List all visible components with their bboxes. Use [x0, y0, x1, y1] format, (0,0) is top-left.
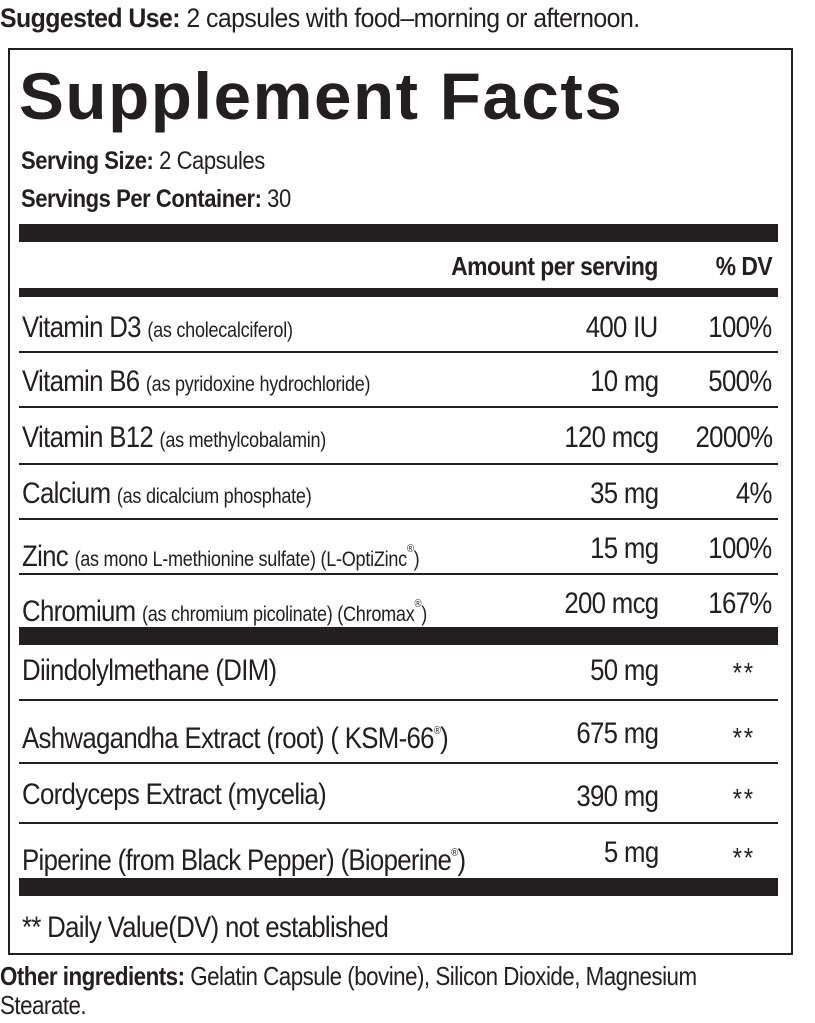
thick-divider-middle [19, 627, 778, 645]
ingredient-dv: ** [732, 783, 755, 814]
nutrient-dv: 2000% [695, 421, 773, 454]
row-divider [19, 762, 778, 764]
servings-per-container: Servings Per Container: 30 [21, 184, 291, 214]
nutrient-dv: 167% [708, 587, 773, 620]
serving-size-label: Serving Size: [21, 147, 154, 175]
header-divider [19, 288, 778, 297]
row-divider [19, 518, 778, 520]
servings-per-container-label: Servings Per Container: [21, 185, 262, 213]
thick-divider-top [19, 224, 778, 242]
panel-title: Supplement Facts [19, 59, 624, 133]
daily-value-footnote: ** Daily Value(DV) not established [22, 911, 389, 944]
nutrient-amount: 35 mg [589, 477, 659, 510]
ingredient-dv: ** [732, 842, 755, 873]
ingredient-dv: ** [732, 722, 755, 753]
header-percent-dv: % DV [715, 251, 773, 281]
ingredient-amount: 50 mg [589, 654, 659, 687]
ingredient-amount: 5 mg [603, 836, 658, 869]
nutrient-amount: 400 IU [586, 311, 659, 344]
nutrient-dv: 100% [708, 311, 773, 344]
other-ingredients-text: Gelatin Capsule (bovine), Silicon Dioxid… [0, 961, 697, 1020]
serving-size: Serving Size: 2 Capsules [21, 146, 265, 176]
header-amount-per-serving: Amount per serving [451, 251, 658, 281]
nutrient-name: Chromium (as chromium picolinate) (Chrom… [22, 595, 427, 628]
row-divider [19, 406, 778, 408]
nutrient-name: Vitamin D3 (as cholecalciferol) [22, 311, 293, 344]
nutrient-amount: 200 mcg [563, 587, 659, 620]
nutrient-amount: 15 mg [589, 532, 659, 565]
nutrient-name: Calcium (as dicalcium phosphate) [22, 477, 312, 510]
row-divider [19, 573, 778, 575]
ingredient-name: Diindolylmethane (DIM) [22, 654, 277, 687]
nutrient-name: Vitamin B12 (as methylcobalamin) [22, 421, 327, 454]
nutrient-amount: 120 mcg [563, 421, 659, 454]
ingredient-dv: ** [732, 657, 755, 688]
row-divider [19, 351, 778, 353]
suggested-use-text: 2 capsules with food–morning or afternoo… [180, 3, 640, 33]
ingredient-name: Cordyceps Extract (mycelia) [22, 778, 327, 811]
thick-divider-bottom [19, 878, 778, 896]
servings-per-container-value: 30 [261, 185, 291, 213]
other-ingredients: Other ingredients: Gelatin Capsule (bovi… [0, 962, 774, 1020]
nutrient-name: Vitamin B6 (as pyridoxine hydrochloride) [22, 365, 371, 398]
nutrient-dv: 4% [736, 477, 773, 510]
ingredient-amount: 390 mg [576, 780, 659, 813]
other-ingredients-label: Other ingredients: [0, 961, 185, 991]
nutrient-name: Zinc (as mono L-methionine sulfate) (L-O… [22, 540, 420, 573]
suggested-use-label: Suggested Use: [0, 3, 181, 33]
nutrient-dv: 100% [708, 532, 773, 565]
supplement-facts-panel [8, 48, 793, 955]
nutrient-amount: 10 mg [589, 365, 659, 398]
row-divider [19, 463, 778, 465]
ingredient-name: Ashwagandha Extract (root) ( KSM-66®) [22, 722, 449, 755]
ingredient-amount: 675 mg [576, 717, 659, 750]
ingredient-name: Piperine (from Black Pepper) (Bioperine®… [22, 844, 466, 877]
suggested-use: Suggested Use: 2 capsules with food–morn… [0, 2, 640, 34]
nutrient-dv: 500% [708, 365, 773, 398]
serving-size-value: 2 Capsules [153, 147, 265, 175]
row-divider [19, 699, 778, 701]
row-divider [19, 822, 778, 824]
